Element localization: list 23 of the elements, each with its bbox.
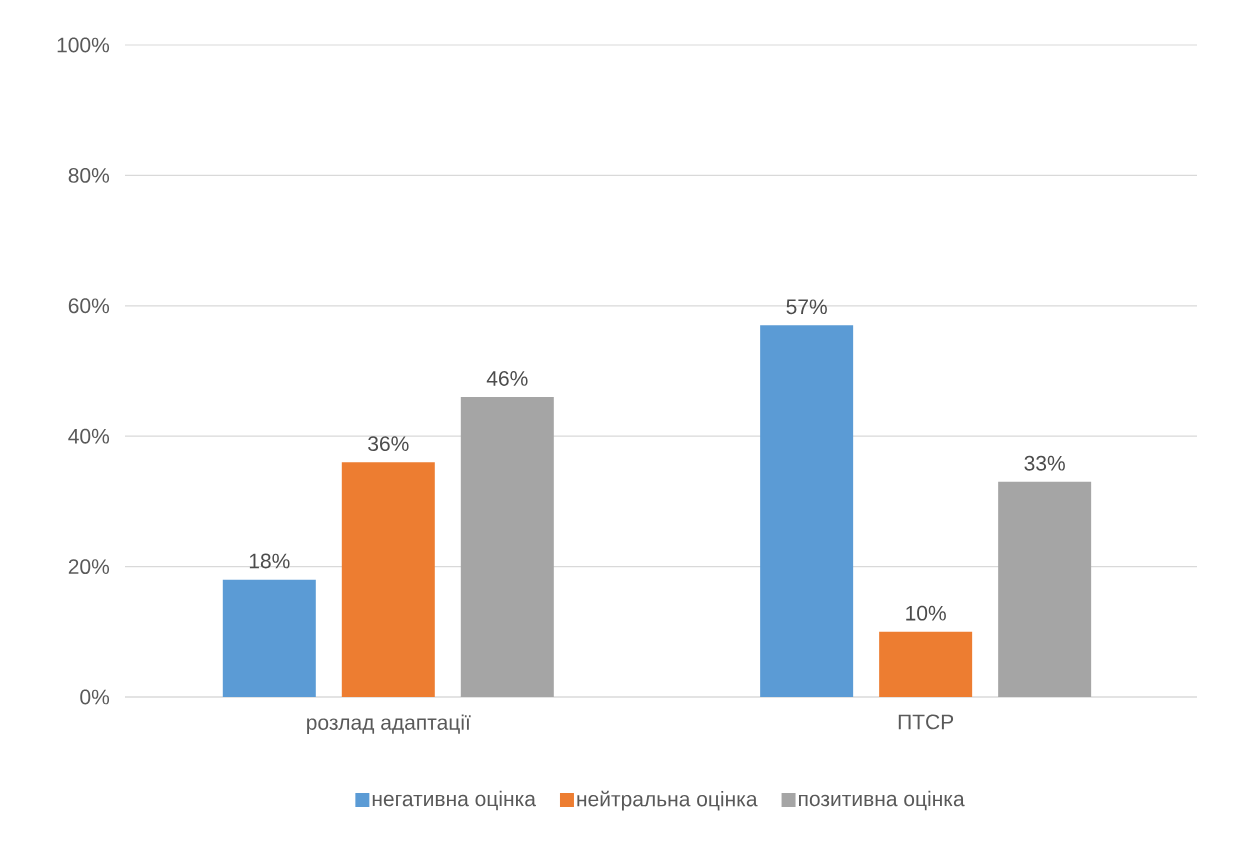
y-tick-label: 100% bbox=[57, 37, 110, 53]
x-tick-label: ПТСР bbox=[898, 714, 954, 730]
y-tick-label: 20% bbox=[68, 559, 110, 575]
bar bbox=[460, 397, 554, 697]
bar bbox=[998, 481, 1092, 697]
legend-label: негативна оцінка bbox=[372, 790, 536, 811]
bar bbox=[222, 579, 316, 697]
data-label: 10% bbox=[906, 605, 946, 621]
y-tick-label: 60% bbox=[68, 298, 110, 314]
bar bbox=[341, 462, 435, 697]
bar bbox=[879, 631, 973, 697]
bar bbox=[760, 325, 854, 697]
data-label: 46% bbox=[486, 371, 528, 386]
y-tick-label: 80% bbox=[68, 167, 110, 183]
data-label: 33% bbox=[1024, 455, 1065, 471]
y-tick-label: 0% bbox=[80, 689, 110, 705]
data-label: 57% bbox=[786, 299, 827, 315]
y-tick-label: 40% bbox=[68, 428, 110, 444]
legend-label: нейтральна оцінка bbox=[577, 790, 758, 811]
x-tick-label: розлад адаптації bbox=[307, 714, 471, 735]
data-label: 18% bbox=[249, 553, 290, 569]
data-label: 36% bbox=[368, 436, 409, 452]
legend-label: позитивна оцінка bbox=[799, 790, 965, 811]
